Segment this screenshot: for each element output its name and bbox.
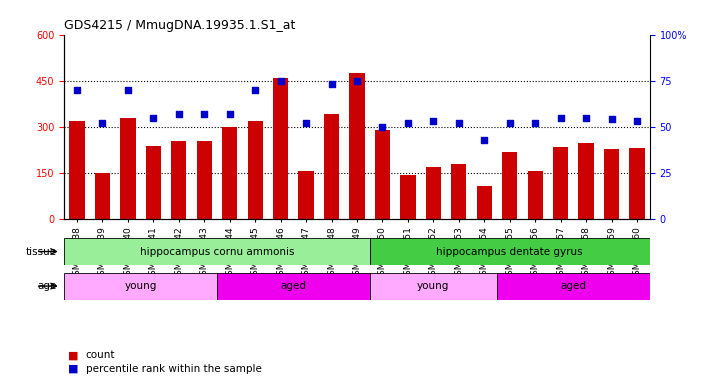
Text: tissue: tissue <box>26 247 57 257</box>
Text: aged: aged <box>281 281 306 291</box>
Point <box>148 114 159 121</box>
Point <box>224 111 236 117</box>
Bar <box>375 130 390 219</box>
Text: hippocampus cornu ammonis: hippocampus cornu ammonis <box>140 247 294 257</box>
Bar <box>528 171 543 219</box>
Point <box>428 118 439 124</box>
Text: young: young <box>417 281 450 291</box>
Bar <box>502 152 518 219</box>
Bar <box>426 167 441 219</box>
Bar <box>196 141 212 219</box>
Bar <box>217 273 370 300</box>
Point <box>453 120 465 126</box>
Text: aged: aged <box>560 281 586 291</box>
Bar <box>451 164 466 219</box>
Bar <box>273 78 288 219</box>
Bar <box>370 273 497 300</box>
Bar <box>171 141 186 219</box>
Point <box>580 114 592 121</box>
Point <box>96 120 108 126</box>
Point <box>326 81 337 88</box>
Point <box>530 120 541 126</box>
Point <box>402 120 413 126</box>
Bar <box>497 273 650 300</box>
Bar <box>95 174 110 219</box>
Text: age: age <box>38 281 57 291</box>
Point <box>504 120 516 126</box>
Point <box>478 137 490 143</box>
Bar <box>349 73 365 219</box>
Bar <box>248 121 263 219</box>
Text: ■: ■ <box>68 364 79 374</box>
Point <box>351 78 363 84</box>
Point <box>71 87 83 93</box>
Bar <box>69 121 85 219</box>
Point <box>555 114 566 121</box>
Point <box>301 120 312 126</box>
Text: hippocampus dentate gyrus: hippocampus dentate gyrus <box>436 247 583 257</box>
Bar <box>370 238 650 265</box>
Bar <box>477 186 492 219</box>
Point <box>377 124 388 130</box>
Bar <box>629 148 645 219</box>
Point <box>275 78 286 84</box>
Text: ■: ■ <box>68 350 79 360</box>
Text: percentile rank within the sample: percentile rank within the sample <box>86 364 261 374</box>
Bar <box>604 149 619 219</box>
Text: GDS4215 / MmugDNA.19935.1.S1_at: GDS4215 / MmugDNA.19935.1.S1_at <box>64 19 296 32</box>
Point <box>198 111 210 117</box>
Point <box>173 111 184 117</box>
Bar <box>64 273 217 300</box>
Bar <box>578 143 594 219</box>
Text: young: young <box>124 281 157 291</box>
Point <box>606 116 618 122</box>
Point <box>631 118 643 124</box>
Text: count: count <box>86 350 115 360</box>
Bar <box>146 146 161 219</box>
Point <box>122 87 134 93</box>
Bar <box>298 171 313 219</box>
Bar <box>120 118 136 219</box>
Bar <box>64 238 370 265</box>
Point <box>249 87 261 93</box>
Bar <box>222 127 237 219</box>
Bar <box>401 175 416 219</box>
Bar <box>324 114 339 219</box>
Bar <box>553 147 568 219</box>
